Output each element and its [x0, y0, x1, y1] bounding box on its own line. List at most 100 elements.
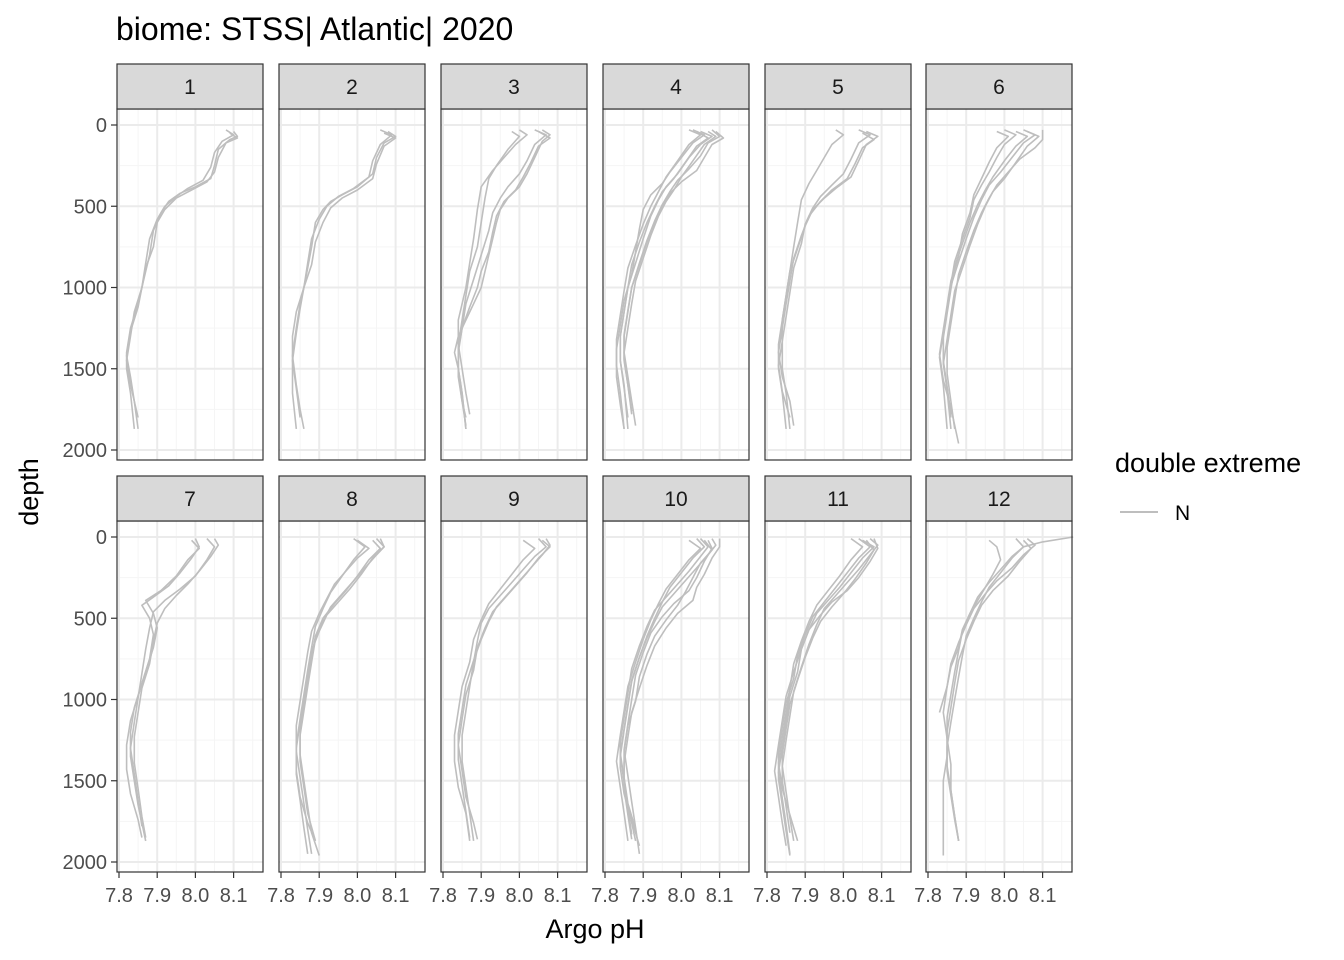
profile-line: [291, 130, 397, 429]
facet-strip: [925, 475, 1073, 522]
profile-line: [938, 130, 1010, 444]
y-tick-label: 1500: [63, 771, 108, 793]
facet-strip-label: 8: [346, 488, 358, 511]
profile-line: [291, 132, 397, 418]
facet-strip: [602, 63, 750, 110]
y-tick-label: 1500: [63, 359, 108, 381]
facet-strip: [278, 475, 426, 522]
profile-line: [295, 537, 366, 842]
x-tick-label: 8.1: [868, 885, 896, 907]
profile-line: [457, 130, 521, 415]
x-tick-label: 7.8: [429, 885, 457, 907]
facet-strip: [440, 63, 588, 110]
profile-line: [773, 538, 879, 846]
x-tick-label: 7.9: [467, 885, 495, 907]
panel-background: [279, 109, 425, 460]
panel-background: [441, 109, 587, 460]
panel-background: [926, 109, 1072, 460]
x-tick-label: 7.9: [305, 885, 333, 907]
profile-line: [457, 539, 551, 840]
y-tick-label: 1000: [63, 690, 108, 712]
profile-line: [457, 129, 547, 418]
facet-strip: [925, 63, 1073, 110]
y-axis-title: depth: [14, 458, 44, 526]
x-tick-label: 8.1: [544, 885, 572, 907]
y-tick-label: 0: [96, 527, 107, 549]
facet-strip: [278, 63, 426, 110]
facet-strip: [764, 475, 912, 522]
profile-line: [781, 539, 875, 833]
x-tick-label: 8.0: [667, 885, 695, 907]
profile-line: [777, 537, 864, 842]
facet-strip-label: 12: [987, 488, 1010, 511]
panel-background: [441, 521, 587, 872]
x-tick-label: 8.0: [505, 885, 533, 907]
profile-line: [777, 129, 871, 418]
facet-panel-7: 7 0 500 1000 1500 2000 7.8 7.9 8.0 8.1: [63, 475, 264, 907]
facet-strip: [602, 475, 750, 522]
facet-strip-label: 4: [670, 76, 682, 99]
x-axis-title: Argo pH: [545, 914, 644, 944]
facet-strip-label: 10: [664, 488, 687, 511]
facet-panel-4: 4: [602, 63, 750, 461]
facet-strip: [116, 475, 264, 522]
facet-strip-label: 9: [508, 488, 520, 511]
facet-strip-label: 1: [184, 76, 196, 99]
x-tick-label: 8.0: [829, 885, 857, 907]
profile-line: [453, 129, 551, 429]
profile-line: [623, 129, 721, 412]
facet-panel-8: 8 7.8 7.9 8.0 8.1: [267, 475, 426, 907]
facet-panel-2: 2: [278, 63, 426, 461]
facet-panel-1: 1 0 500 1000 1500 2000: [63, 63, 264, 462]
chart-title: biome: STSS| Atlantic| 2020: [116, 11, 513, 47]
x-tick-label: 7.9: [791, 885, 819, 907]
facet-panel-12: 12 7.8 7.9 8.0 8.1: [914, 475, 1074, 907]
profile-line: [129, 538, 216, 827]
facet-panel-5: 5: [764, 63, 912, 461]
facet-strip-label: 3: [508, 76, 520, 99]
profile-line: [942, 537, 1036, 842]
y-tick-label: 1000: [63, 278, 108, 300]
panel-background: [117, 109, 263, 460]
profile-line: [946, 129, 1044, 430]
facet-strip: [116, 63, 264, 110]
x-tick-label: 7.9: [629, 885, 657, 907]
profile-line: [129, 538, 200, 842]
facet-strip: [440, 475, 588, 522]
profile-line: [942, 539, 1032, 856]
panel-background: [765, 521, 911, 872]
profile-line: [619, 130, 709, 418]
x-tick-label: 8.1: [1029, 885, 1057, 907]
profile-line: [781, 129, 845, 429]
profile-line: [623, 539, 713, 830]
legend: double extreme N: [1115, 448, 1301, 525]
profile-line: [623, 539, 713, 855]
profile-line: [615, 129, 702, 429]
profile-line: [615, 539, 702, 842]
profile-line: [295, 539, 370, 855]
x-tick-label: 8.1: [706, 885, 734, 907]
y-tick-label: 500: [74, 196, 107, 218]
facet-panel-11: 11 7.8 7.9 8.0 8.1: [753, 475, 912, 907]
profile-line: [623, 130, 717, 426]
y-tick-label: 2000: [63, 852, 108, 874]
profile-line: [125, 539, 200, 838]
x-tick-label: 8.0: [181, 885, 209, 907]
profile-line: [299, 539, 382, 856]
x-tick-label: 7.8: [267, 885, 295, 907]
x-tick-label: 7.8: [753, 885, 781, 907]
facet-panel-10: 10 7.8 7.9 8.0 8.1: [591, 475, 750, 907]
facet-panel-9: 9 7.8 7.9 8.0 8.1: [429, 475, 588, 907]
facet-panel-6: 6: [925, 63, 1073, 461]
y-tick-label: 2000: [63, 440, 108, 462]
profile-line: [938, 539, 1002, 713]
profile-line: [942, 130, 1040, 429]
profile-line: [461, 538, 547, 842]
profile-line: [453, 539, 536, 842]
x-tick-label: 7.8: [591, 885, 619, 907]
x-tick-label: 8.1: [220, 885, 248, 907]
facet-strip-label: 6: [993, 76, 1005, 99]
legend-entry-label: N: [1175, 502, 1190, 525]
